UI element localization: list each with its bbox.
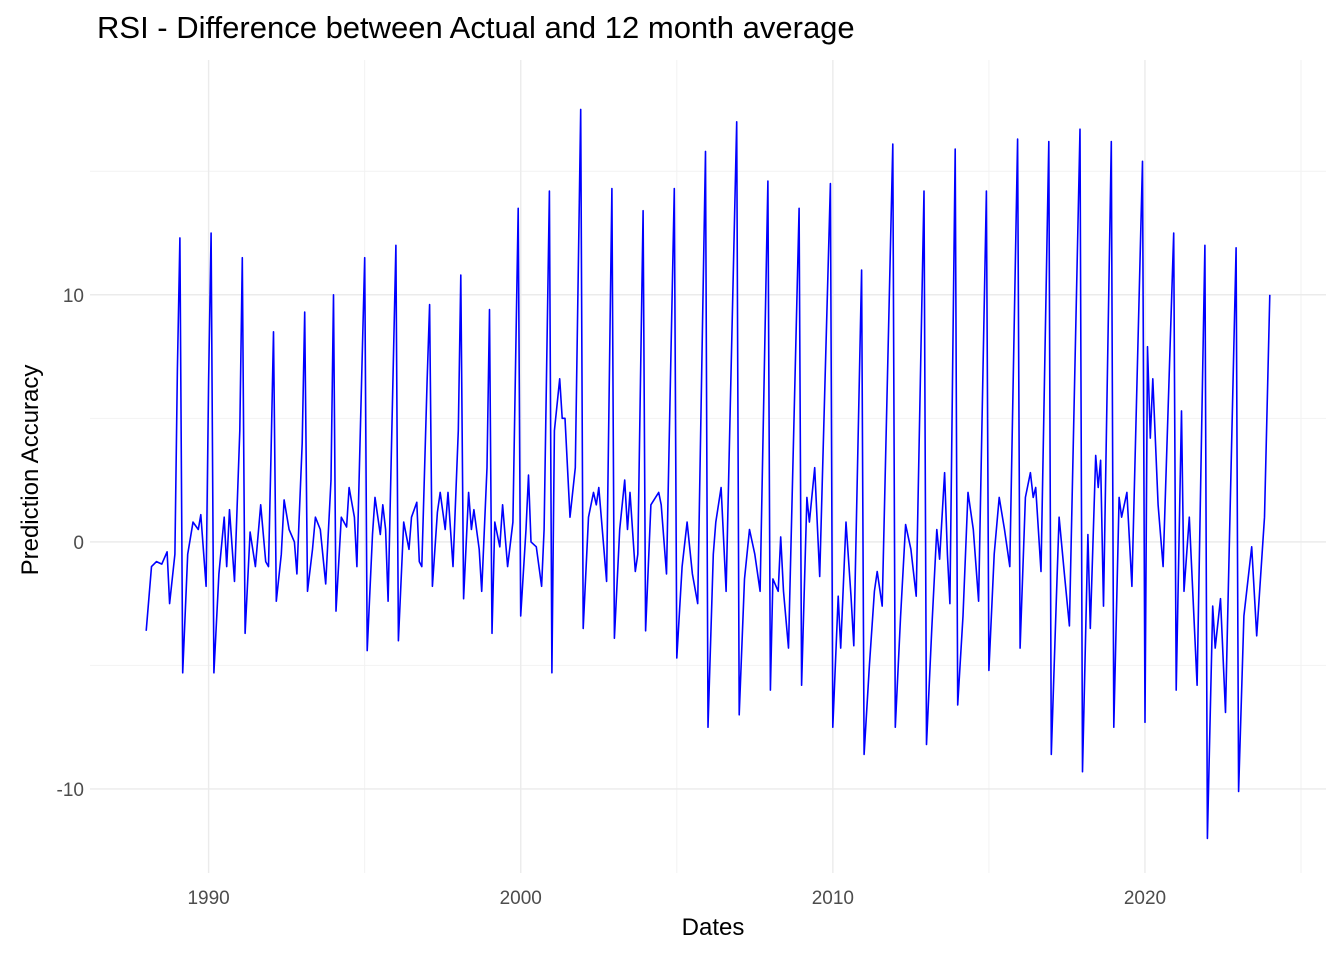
x-tick-label: 2010	[812, 888, 854, 909]
grid-major	[90, 60, 1326, 873]
x-tick-label: 2000	[500, 888, 542, 909]
x-tick-labels: 1990 2000 2010 2020	[187, 888, 1166, 909]
x-tick-label: 2020	[1124, 888, 1166, 909]
y-tick-label: 10	[63, 286, 84, 307]
x-axis-label: Dates	[681, 914, 745, 941]
series-line	[145, 108, 1271, 840]
y-tick-labels: -10 0 10	[57, 286, 84, 801]
grid-minor	[90, 60, 1326, 873]
x-tick-label: 1990	[187, 888, 229, 909]
y-tick-label: -10	[57, 780, 84, 801]
y-axis-label: Prediction Accuracy	[17, 364, 44, 576]
chart-title: RSI - Difference between Actual and 12 m…	[97, 10, 855, 45]
series-layer	[145, 108, 1271, 840]
y-tick-label: 0	[73, 533, 84, 554]
